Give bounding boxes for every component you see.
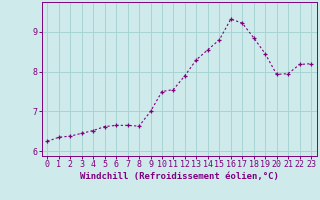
X-axis label: Windchill (Refroidissement éolien,°C): Windchill (Refroidissement éolien,°C): [80, 172, 279, 181]
